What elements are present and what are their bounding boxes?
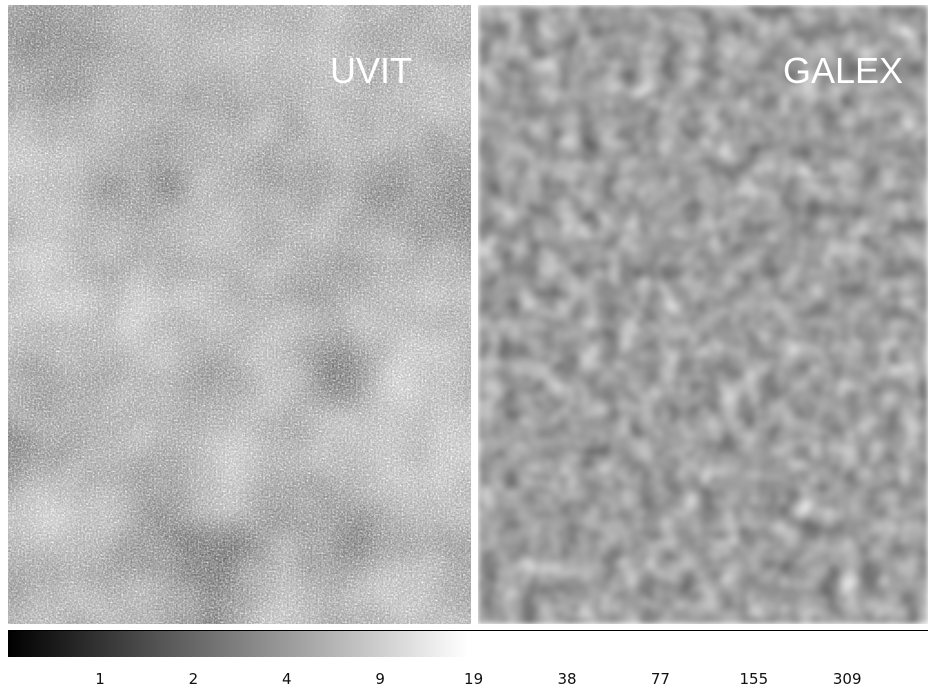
panel-label: UVIT [330,50,412,92]
colorbar-tick-label: 4 [282,670,292,688]
galex-image [478,5,928,624]
colorbar-tick-label: 19 [464,670,483,688]
uvit-image [8,5,471,624]
figure: UVIT GALEX 1249193877155309 (() => { con… [0,0,928,688]
colorbar-tick-label: 77 [651,670,670,688]
colorbar-tick-label: 2 [189,670,199,688]
colorbar-tick-label: 38 [557,670,576,688]
panel-label: GALEX [783,50,903,92]
colorbar-tick-label: 9 [375,670,385,688]
colorbar-tick-label: 309 [833,670,862,688]
colorbar-tick-label: 155 [739,670,768,688]
image-panels [0,0,928,626]
colorbar [8,630,928,657]
colorbar-tick-label: 1 [95,670,105,688]
page: {"panels": [{"label": "UVIT"}, {"label":… [0,0,928,688]
